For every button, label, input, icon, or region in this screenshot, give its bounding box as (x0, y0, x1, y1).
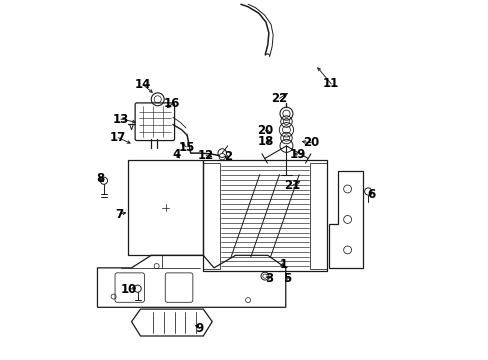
Bar (309, 163, 326, 269)
Text: 19: 19 (289, 148, 305, 161)
Bar (203, 160, 326, 271)
Text: 15: 15 (178, 140, 194, 153)
Text: 22: 22 (271, 92, 287, 105)
Text: 17: 17 (110, 131, 126, 144)
Text: 16: 16 (163, 98, 180, 111)
Text: 21: 21 (283, 179, 299, 192)
Text: 20: 20 (303, 136, 319, 149)
Text: 7: 7 (115, 208, 123, 221)
Text: 9: 9 (195, 321, 203, 334)
Text: 10: 10 (121, 283, 137, 296)
Text: 11: 11 (323, 77, 339, 90)
Text: 5: 5 (283, 273, 291, 285)
Bar (203, 163, 220, 269)
Text: 4: 4 (172, 148, 180, 161)
Text: 3: 3 (265, 272, 273, 285)
Text: 6: 6 (367, 188, 375, 201)
Text: 18: 18 (257, 135, 274, 148)
Text: 2: 2 (224, 150, 232, 163)
Text: 1: 1 (279, 258, 287, 271)
Text: 12: 12 (198, 149, 214, 162)
Text: 8: 8 (96, 172, 104, 185)
Text: 14: 14 (135, 78, 151, 91)
Text: 20: 20 (257, 124, 273, 137)
Text: 13: 13 (112, 113, 129, 126)
